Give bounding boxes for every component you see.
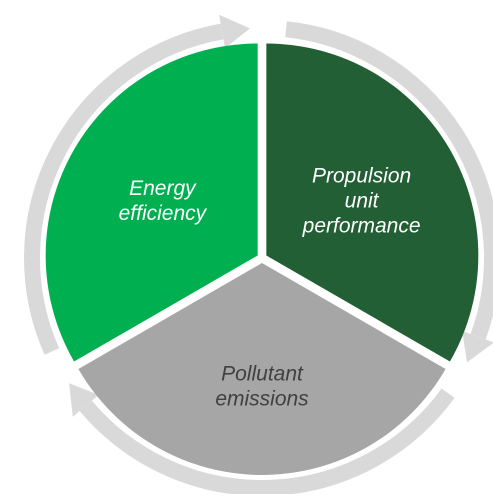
segment-label: Energy efficiency (119, 177, 208, 225)
label-line: performance (302, 215, 421, 238)
arrow-head (219, 14, 250, 49)
arrow-head (69, 383, 99, 417)
label-line: Pollutant (221, 363, 304, 386)
segment (266, 43, 479, 362)
segment-label: Propulsion unit performance (302, 165, 421, 238)
segment (45, 43, 258, 362)
cycle-arrow (285, 21, 493, 340)
cycle-arrow (24, 23, 224, 355)
arrow-head (462, 330, 493, 363)
segment-label: Pollutant emissions (215, 363, 309, 411)
label-line: efficiency (119, 202, 208, 225)
label-line: Propulsion (312, 165, 411, 188)
label-line: unit (345, 190, 380, 213)
label-line: Energy (129, 177, 197, 200)
cycle-arrow (79, 388, 455, 496)
segment (78, 263, 446, 475)
label-line: emissions (215, 388, 309, 411)
